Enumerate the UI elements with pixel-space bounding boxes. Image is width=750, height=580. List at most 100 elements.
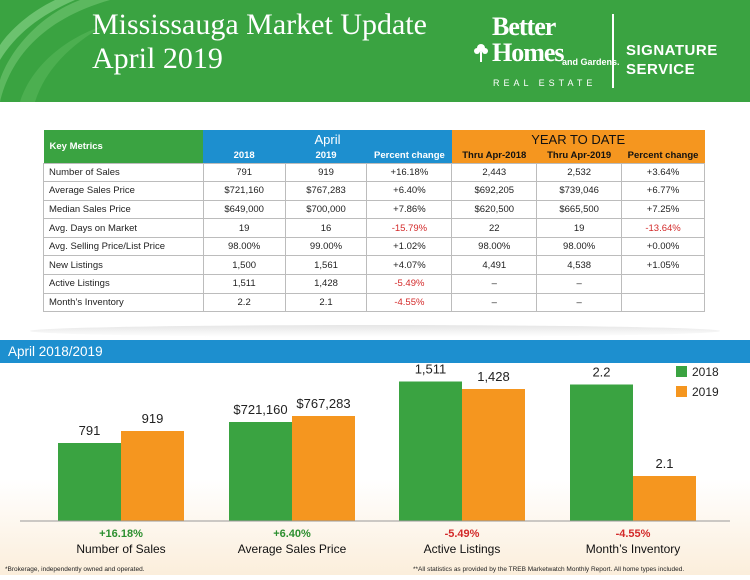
metric-value: 19 [202, 218, 286, 238]
page-title: Mississauga Market Update April 2019 [92, 8, 427, 76]
bar-2018 [399, 381, 462, 521]
metric-value: 4,491 [451, 255, 538, 276]
metric-value: – [536, 292, 623, 313]
logo-text-gardens: and Gardens. [562, 57, 620, 67]
table-row: Active Listings 1,511 1,428 -5.49% – – [43, 274, 705, 294]
metric-label: Avg. Days on Market [43, 218, 204, 238]
metric-value: -4.55% [366, 292, 453, 313]
metric-value: -13.64% [621, 218, 705, 238]
flower-logo-icon [474, 44, 488, 62]
footer-brokerage-note: *Brokerage, independently owned and oper… [5, 566, 145, 573]
metric-value: +4.07% [366, 255, 453, 276]
column-header: Percent change [621, 148, 705, 163]
leaf-swoosh-icon [0, 0, 110, 102]
metric-value: – [451, 292, 538, 313]
bar-value-label: 2.1 [655, 456, 673, 471]
column-header: Thru Apr-2019 [536, 148, 622, 163]
metric-value: 2,532 [536, 162, 623, 183]
metric-label: Month’s Inventory [43, 292, 204, 313]
metric-label: Average Sales Price [43, 181, 204, 201]
metric-value: +6.77% [621, 181, 705, 201]
change-label: -5.49% [445, 528, 480, 540]
metric-value: $700,000 [284, 199, 368, 220]
logo-divider [612, 14, 614, 88]
logo-signature: SIGNATURE [626, 42, 718, 59]
metric-value: 98.00% [536, 236, 623, 257]
chart-band-title: April 2018/2019 [8, 344, 103, 359]
category-label: Month’s Inventory [586, 542, 681, 556]
metric-value: -5.49% [366, 274, 453, 294]
table-body: Number of Sales 791 919 +16.18% 2,443 2,532 +3… [43, 162, 705, 313]
metric-value: 2.2 [202, 292, 286, 313]
metric-value: 22 [451, 218, 538, 238]
bar-value-label: 1,511 [415, 363, 447, 377]
bar-2019 [292, 416, 355, 521]
metric-value: – [451, 274, 538, 294]
logo-text-homes: Homes [492, 38, 565, 67]
metric-value: +0.00% [621, 236, 705, 257]
metric-value: 1,428 [284, 274, 368, 294]
april-header: April [203, 130, 452, 148]
bar-value-label: 791 [79, 423, 101, 438]
category-label: Average Sales Price [238, 542, 347, 556]
bar-2019 [633, 476, 696, 521]
metric-value: $721,160 [202, 181, 286, 201]
metric-value: 1,561 [284, 255, 368, 276]
metric-value: 1,511 [202, 274, 286, 294]
comparison-bar-chart: 791 919 +16.18% Number of Sales $721,160 $767… [20, 363, 730, 556]
metric-value: +16.18% [366, 162, 453, 183]
metric-value: 1,500 [202, 255, 286, 276]
table-row: Avg. Days on Market 19 16 -15.79% 22 19 -13.64… [43, 218, 705, 238]
metric-label: Active Listings [43, 274, 204, 294]
metric-value: $692,205 [451, 181, 538, 201]
title-line-2: April 2019 [92, 42, 223, 75]
bar-value-label: 2.2 [592, 365, 610, 380]
legend-swatch-2018 [676, 366, 687, 377]
metric-value: $649,000 [202, 199, 286, 220]
change-label: +6.40% [273, 528, 311, 540]
table-row: Average Sales Price $721,160 $767,283 +6.40… [43, 181, 705, 201]
metric-value: +6.40% [366, 181, 453, 201]
legend-label: 2019 [692, 385, 719, 399]
metric-value: +7.86% [366, 199, 453, 220]
footer-statistics-note: **All statistics as provided by the TREB… [413, 566, 685, 573]
table-row: New Listings 1,500 1,561 +4.07% 4,491 4,538 +1… [43, 255, 705, 276]
metric-value [621, 292, 705, 313]
key-metrics-table: Key Metrics April YEAR TO DATE 2018 2019… [43, 130, 705, 313]
logo-service: SERVICE [626, 61, 696, 78]
logo-text-real-estate: REAL ESTATE [493, 78, 597, 88]
category-label: Active Listings [424, 542, 501, 556]
category-label: Number of Sales [76, 542, 165, 556]
metric-value: +3.64% [621, 162, 705, 183]
bar-value-label: 1,428 [477, 369, 510, 384]
bar-value-label: $767,283 [296, 396, 350, 411]
logo-text-better: Better [492, 12, 556, 41]
metric-label: Avg. Selling Price/List Price [43, 236, 204, 257]
metric-label: New Listings [43, 255, 204, 276]
key-metrics-table-wrap: Key Metrics April YEAR TO DATE 2018 2019… [43, 130, 705, 313]
key-metrics-header: Key Metrics [43, 130, 204, 163]
bar-2018 [229, 422, 292, 521]
metric-value: 99.00% [284, 236, 368, 257]
column-header: Thru Apr-2018 [451, 148, 537, 163]
brand-logo: Better Homes and Gardens. REAL ESTATE SI… [470, 12, 740, 92]
table-shadow [30, 325, 720, 337]
column-header: 2018 [203, 148, 286, 163]
table-row: Median Sales Price $649,000 $700,000 +7.86%… [43, 199, 705, 220]
metric-value: 16 [284, 218, 368, 238]
metric-value: -15.79% [366, 218, 453, 238]
metric-value: 919 [284, 162, 368, 183]
metric-value: $767,283 [284, 181, 368, 201]
title-line-1: Mississauga Market Update [92, 8, 427, 41]
bar-2018 [58, 443, 121, 521]
metric-value: +7.25% [621, 199, 705, 220]
metric-value: 19 [536, 218, 623, 238]
metric-value: 98.00% [451, 236, 538, 257]
metric-value: 2,443 [451, 162, 538, 183]
metric-value: $620,500 [451, 199, 538, 220]
table-row: Number of Sales 791 919 +16.18% 2,443 2,532 +3… [43, 162, 705, 183]
ytd-header: YEAR TO DATE [451, 130, 705, 148]
metric-value [621, 274, 705, 294]
metric-value: $665,500 [536, 199, 623, 220]
metric-value: 4,538 [536, 255, 623, 276]
